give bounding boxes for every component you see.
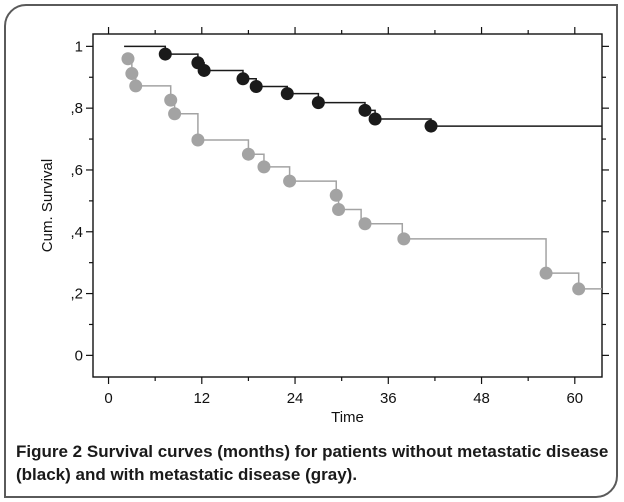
series-1-point: [283, 174, 297, 188]
caption-label: Figure 2: [16, 442, 83, 461]
series-1-point: [539, 266, 553, 280]
series-1-point: [397, 232, 411, 246]
caption-text: Survival curves (months) for patients wi…: [16, 442, 609, 484]
series-1-point: [332, 203, 346, 217]
series-0-point: [368, 112, 382, 126]
x-tick-label: 12: [193, 390, 210, 407]
series-0-point: [358, 103, 372, 117]
series-1-point: [168, 107, 182, 121]
x-tick-label: 36: [380, 390, 397, 407]
x-tick-label: 0: [104, 390, 112, 407]
y-tick-label: ,8: [70, 100, 83, 117]
series-1-point: [257, 160, 271, 174]
series-1-point: [191, 133, 205, 147]
series-0-point: [197, 63, 211, 77]
x-tick-label: 24: [287, 390, 304, 407]
series-0-point: [311, 96, 325, 110]
series-0-point: [236, 72, 250, 86]
series-1-point: [129, 79, 143, 93]
x-axis-title: Time: [331, 409, 364, 426]
y-tick-label: 0: [75, 347, 83, 364]
series-1-point: [164, 93, 178, 107]
series-1-point: [358, 217, 372, 231]
y-axis-title: Cum. Survival: [39, 159, 56, 252]
series-1-line: [127, 57, 602, 290]
series-1-point: [125, 67, 139, 81]
series-0-point: [249, 80, 263, 94]
series-0-point: [158, 47, 172, 61]
series-layer: [121, 45, 602, 296]
y-tick-label: ,2: [70, 286, 83, 303]
figure-frame: [4, 4, 618, 498]
series-1-point: [241, 147, 255, 161]
series-1-point: [329, 188, 343, 202]
series-0-point: [280, 87, 294, 101]
x-tick-label: 48: [473, 390, 490, 407]
x-tick-label: 60: [566, 390, 583, 407]
y-tick-label: ,6: [70, 162, 83, 179]
series-1-point: [121, 52, 135, 66]
series-1-point: [572, 282, 586, 296]
series-0-point: [424, 119, 438, 133]
axes: 0 12 24 36 48 60 0 ,2 ,4 ,6 ,8 1: [70, 27, 609, 407]
figure-caption: Figure 2 Survival curves (months) for pa…: [16, 440, 616, 486]
y-tick-label: 1: [75, 38, 83, 55]
y-tick-label: ,4: [70, 224, 83, 241]
plot-area: [92, 33, 603, 378]
